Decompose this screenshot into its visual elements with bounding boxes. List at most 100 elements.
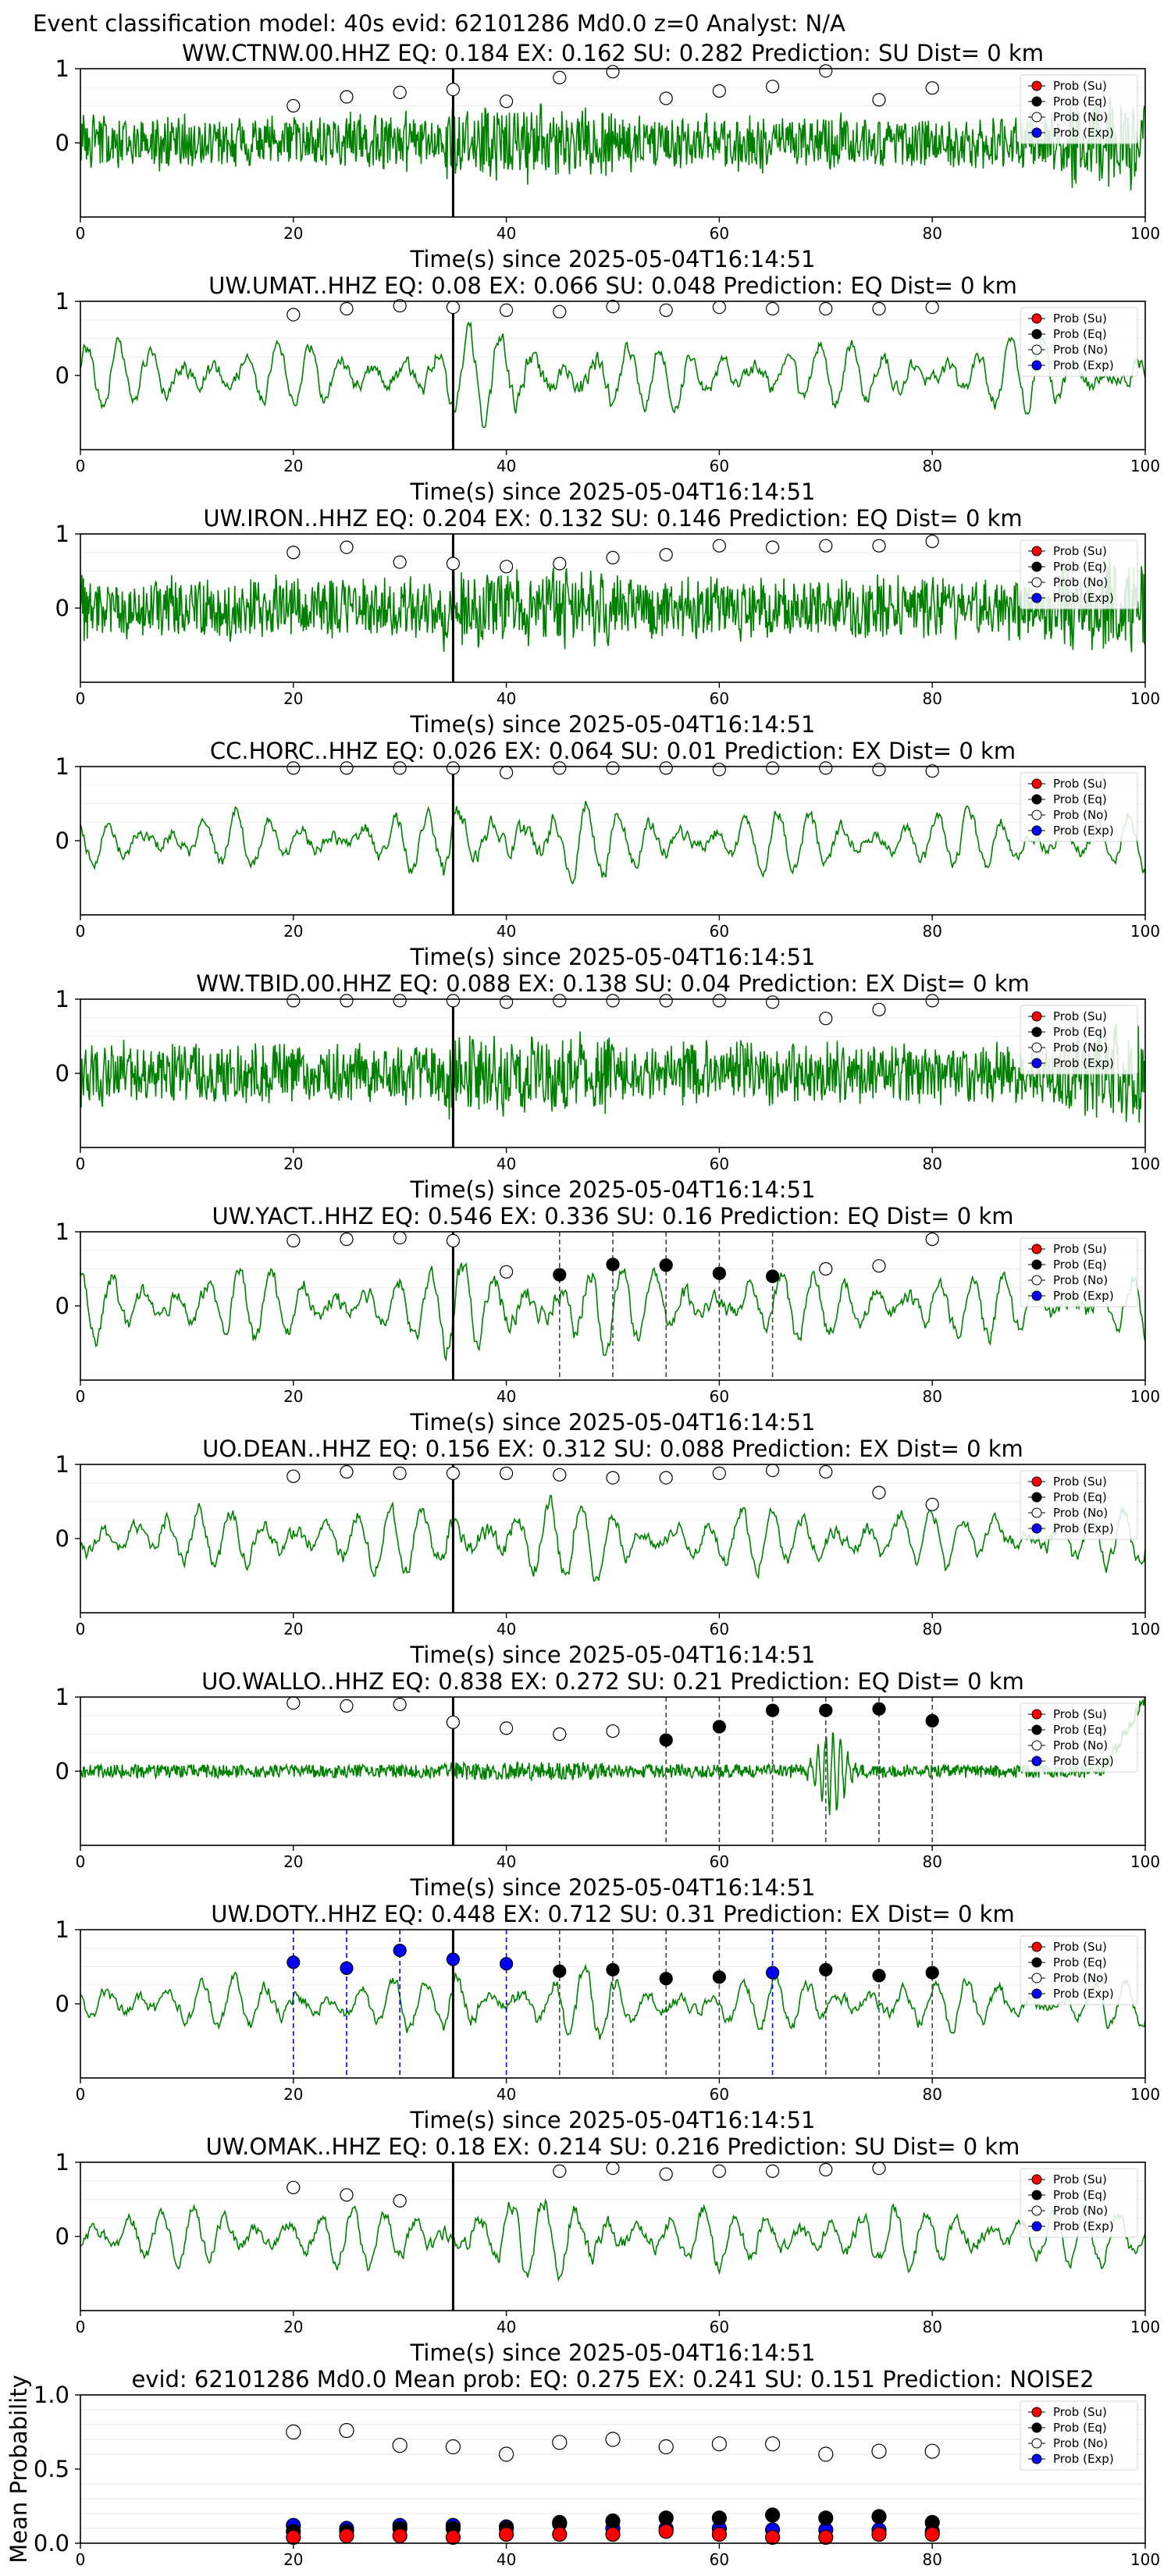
panel-title: WW.CTNW.00.HHZ EQ: 0.184 EX: 0.162 SU: 0…: [182, 40, 1044, 66]
prob-point: [553, 1964, 567, 1978]
x-axis-label: Time(s) since 2025-05-04T16:14:51: [410, 1642, 816, 1668]
prob-point: [606, 1724, 620, 1738]
x-axis-label: Time(s) since 2025-05-04T16:14:51: [410, 2107, 816, 2133]
x-tick-label: 0: [76, 2550, 86, 2569]
prob-point: [286, 2424, 301, 2440]
x-tick-label: 100: [1130, 2318, 1160, 2336]
x-tick-label: 100: [1130, 1852, 1160, 1871]
prob-point: [446, 1233, 461, 1248]
legend-label: Prob (Eq): [1053, 1025, 1107, 1039]
x-tick-label: 20: [283, 922, 303, 941]
prob-point: [659, 303, 673, 317]
x-tick-label: 0: [76, 1852, 86, 1871]
y-tick-label: 0.0: [34, 2530, 69, 2556]
y-tick-label: 1: [55, 521, 69, 547]
waveform-trace: [80, 96, 1145, 191]
legend-label: Prob (No): [1053, 1971, 1108, 1985]
legend-label: Prob (Exp): [1053, 1987, 1114, 2001]
x-tick-label: 60: [710, 457, 729, 475]
y-tick-label: 1: [55, 986, 69, 1012]
prob-point: [658, 2439, 674, 2455]
legend-label: Prob (Exp): [1053, 358, 1114, 372]
prob-point: [605, 2527, 621, 2542]
legend-label: Prob (Exp): [1053, 1754, 1114, 1768]
y-tick-label: 0: [55, 130, 69, 156]
prob-point: [287, 1469, 301, 1483]
panel-8: UO.WALLO..HHZ EQ: 0.838 EX: 0.272 SU: 0.…: [55, 1668, 1161, 1901]
y-tick-label: 0: [55, 1293, 69, 1319]
prob-point: [553, 1468, 567, 1482]
prob-point: [499, 1721, 514, 1735]
legend-label: Prob (Su): [1053, 1242, 1107, 1256]
x-tick-label: 40: [497, 2318, 516, 2336]
prob-point: [924, 2443, 940, 2459]
prob-point: [712, 763, 727, 777]
prob-point: [340, 1699, 354, 1713]
waveform-trace: [80, 2198, 1145, 2282]
prob-point: [498, 2446, 514, 2462]
y-tick-label: 1: [55, 1684, 69, 1710]
prob-point: [712, 84, 727, 98]
prob-point: [819, 1962, 833, 1976]
panels: WW.CTNW.00.HHZ EQ: 0.184 EX: 0.162 SU: 0…: [5, 40, 1160, 2569]
prob-point: [606, 1471, 620, 1485]
prob-point: [925, 301, 939, 315]
prob-point: [711, 2436, 728, 2452]
prob-point: [393, 1944, 407, 1958]
x-tick-label: 60: [710, 922, 729, 941]
y-tick-label: 0: [55, 362, 69, 389]
prob-point: [393, 555, 407, 569]
prob-point: [553, 304, 567, 318]
legend-box: [1020, 1935, 1138, 2005]
legend-label: Prob (Eq): [1053, 2421, 1107, 2435]
x-tick-label: 0: [76, 2318, 86, 2336]
prob-point: [712, 994, 727, 1008]
legend-label: Prob (Eq): [1053, 560, 1107, 574]
prob-point: [712, 1970, 727, 1984]
legend-label: Prob (No): [1053, 808, 1108, 822]
legend-box: [1020, 539, 1138, 610]
legend-label: Prob (Eq): [1053, 1490, 1107, 1504]
legend-marker: [1031, 809, 1042, 820]
prob-point: [818, 2446, 834, 2462]
x-tick-label: 0: [76, 457, 86, 475]
legend-box: [1020, 1703, 1138, 1773]
prob-point: [765, 540, 780, 554]
prob-point: [872, 2161, 886, 2176]
x-tick-label: 80: [922, 1155, 941, 1173]
x-tick-label: 20: [283, 689, 303, 708]
prob-point: [872, 1002, 886, 1016]
panel-title: UW.IRON..HHZ EQ: 0.204 EX: 0.132 SU: 0.1…: [203, 505, 1022, 532]
prob-point: [925, 1713, 939, 1727]
x-tick-label: 100: [1130, 689, 1160, 708]
panel-title: evid: 62101286 Md0.0 Mean prob: EQ: 0.27…: [131, 2366, 1094, 2393]
prob-point: [553, 761, 567, 775]
legend-marker: [1031, 127, 1042, 138]
waveform-trace: [80, 800, 1145, 885]
x-tick-label: 40: [497, 1852, 516, 1871]
y-tick-label: 0.5: [34, 2456, 69, 2482]
y-tick-label: 0: [55, 1758, 69, 1784]
prob-point: [819, 2162, 833, 2177]
legend-label: Prob (Eq): [1053, 1258, 1107, 1272]
prob-point: [658, 2524, 674, 2539]
panel-title: CC.HORC..HHZ EQ: 0.026 EX: 0.064 SU: 0.0…: [210, 738, 1016, 764]
y-tick-label: 1: [55, 753, 69, 780]
prob-point: [925, 534, 939, 549]
prob-point: [819, 1703, 833, 1717]
x-tick-label: 20: [283, 2318, 303, 2336]
panel-title: UO.DEAN..HHZ EQ: 0.156 EX: 0.312 SU: 0.0…: [202, 1436, 1023, 1462]
panel-11: evid: 62101286 Md0.0 Mean prob: EQ: 0.27…: [5, 2366, 1160, 2569]
panel-10: UW.OMAK..HHZ EQ: 0.18 EX: 0.214 SU: 0.21…: [55, 2133, 1161, 2366]
prob-point: [499, 560, 514, 574]
legend-label: Prob (No): [1053, 1506, 1108, 1520]
x-tick-label: 40: [497, 1620, 516, 1638]
x-tick-label: 100: [1130, 2085, 1160, 2104]
panel-2: UW.UMAT..HHZ EQ: 0.08 EX: 0.066 SU: 0.04…: [55, 272, 1161, 505]
x-tick-label: 100: [1130, 1620, 1160, 1638]
x-tick-label: 0: [76, 689, 86, 708]
x-tick-label: 80: [922, 457, 941, 475]
legend-label: Prob (Su): [1053, 1707, 1107, 1721]
legend-label: Prob (Eq): [1053, 327, 1107, 341]
x-tick-label: 80: [922, 1387, 941, 1406]
